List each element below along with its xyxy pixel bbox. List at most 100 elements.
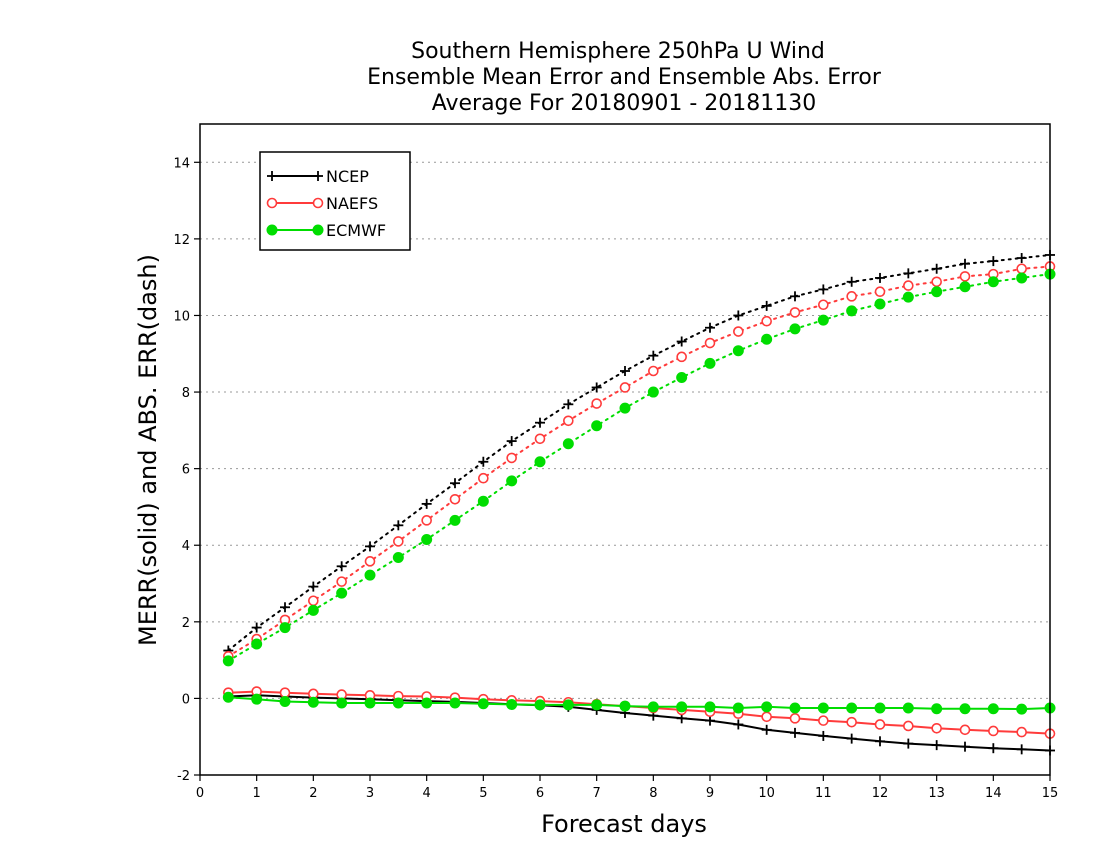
merr-point (562, 699, 574, 711)
abs-err-point (506, 452, 517, 464)
legend-marker-left (266, 224, 278, 236)
merr-point (307, 696, 319, 708)
abs-err-point (619, 382, 631, 393)
abs-err-point (875, 272, 885, 283)
merr-point (619, 700, 631, 712)
series-layer (222, 249, 1056, 756)
merr-point (846, 716, 857, 728)
legend-label: NAEFS (326, 194, 378, 213)
abs-err-point (591, 420, 603, 432)
abs-err-point (959, 281, 971, 293)
legend-item-ncep: NCEP (267, 167, 369, 186)
abs-err-point (307, 604, 319, 616)
abs-err-point (535, 417, 545, 428)
abs-err-point (477, 495, 489, 507)
abs-err-point (364, 569, 376, 581)
abs-err-point (222, 655, 234, 667)
abs-err-point (676, 372, 688, 384)
merr-point (733, 719, 744, 730)
abs-err-point (846, 291, 857, 302)
abs-err-point (988, 256, 999, 267)
series-naefs (223, 261, 1056, 739)
abs-err-point (591, 398, 602, 409)
merr-point (789, 713, 801, 724)
y-tick-label: 12 (173, 233, 190, 248)
abs-err-point (648, 365, 659, 377)
abs-err-point (987, 276, 999, 288)
abs-err-point (761, 333, 773, 345)
x-tick-label: 1 (253, 786, 261, 801)
y-tick-label: 2 (182, 616, 190, 631)
x-tick-label: 2 (309, 786, 317, 801)
abs-err-point (620, 365, 630, 376)
abs-err-point (506, 436, 517, 447)
merr-point (251, 693, 263, 705)
merr-point (364, 697, 376, 709)
abs-err-point (421, 533, 433, 545)
abs-err-point (251, 638, 263, 650)
abs-err-point (421, 498, 432, 509)
abs-err-point (450, 478, 460, 489)
abs-err-point (563, 415, 574, 427)
abs-err-point (478, 472, 489, 484)
abs-err-point (648, 350, 659, 361)
abs-err-point (421, 515, 432, 526)
merr-point (902, 702, 914, 714)
abs-err-point (733, 310, 744, 321)
merr-point (874, 702, 886, 714)
merr-point (761, 701, 773, 713)
y-tick-label: 4 (182, 539, 190, 554)
legend-marker-left (267, 171, 277, 181)
x-tick-label: 3 (366, 786, 374, 801)
abs-err-point (392, 551, 404, 563)
y-tick-label: 8 (182, 386, 190, 401)
abs-err-point (562, 438, 574, 450)
abs-err-point (931, 276, 942, 288)
legend-marker-left (266, 197, 278, 209)
x-axis-label: Forecast days (541, 810, 707, 838)
abs-err-point (931, 286, 943, 298)
merr-point (421, 697, 433, 709)
abs-err-point (874, 298, 886, 310)
abs-err-point (733, 326, 744, 337)
y-tick-label: 0 (182, 692, 190, 707)
abs-err-point (761, 300, 772, 311)
merr-point (988, 725, 999, 737)
merr-point (817, 702, 829, 714)
abs-err-point (705, 322, 715, 333)
abs-err-point (874, 286, 886, 298)
merr-point (874, 719, 886, 730)
merr-point (846, 702, 858, 714)
merr-point (988, 743, 999, 754)
merr-point (506, 699, 518, 711)
legend-item-naefs: NAEFS (266, 194, 378, 213)
abs-err-point (251, 622, 262, 633)
legend-label: ECMWF (326, 221, 386, 240)
merr-point (846, 733, 857, 744)
abs-err-point (818, 299, 829, 311)
merr-point (931, 722, 942, 734)
abs-err-point (676, 351, 687, 363)
abs-err-point (902, 291, 914, 303)
abs-err-point (903, 268, 914, 279)
abs-err-point (336, 576, 347, 587)
chart-title: Southern Hemisphere 250hPa U Wind Ensemb… (367, 39, 882, 116)
abs-err-point (704, 357, 716, 369)
legend-item-ecmwf: ECMWF (266, 221, 386, 240)
abs-err-point (478, 456, 489, 467)
merr-point (875, 736, 885, 747)
merr-point (676, 701, 688, 713)
merr-point (1016, 744, 1027, 755)
chart-title-line-3: Average For 20180901 - 20181130 (432, 91, 817, 116)
merr-point (903, 738, 914, 749)
y-tick-label: -2 (177, 769, 190, 784)
abs-err-point (789, 307, 801, 318)
x-tick-label: 5 (479, 786, 487, 801)
y-tick-label: 10 (173, 309, 190, 324)
x-tick-label: 4 (423, 786, 431, 801)
x-tick-label: 11 (815, 786, 832, 801)
abs-err-point (790, 291, 800, 302)
abs-err-point (817, 314, 829, 326)
merr-point (279, 687, 291, 698)
